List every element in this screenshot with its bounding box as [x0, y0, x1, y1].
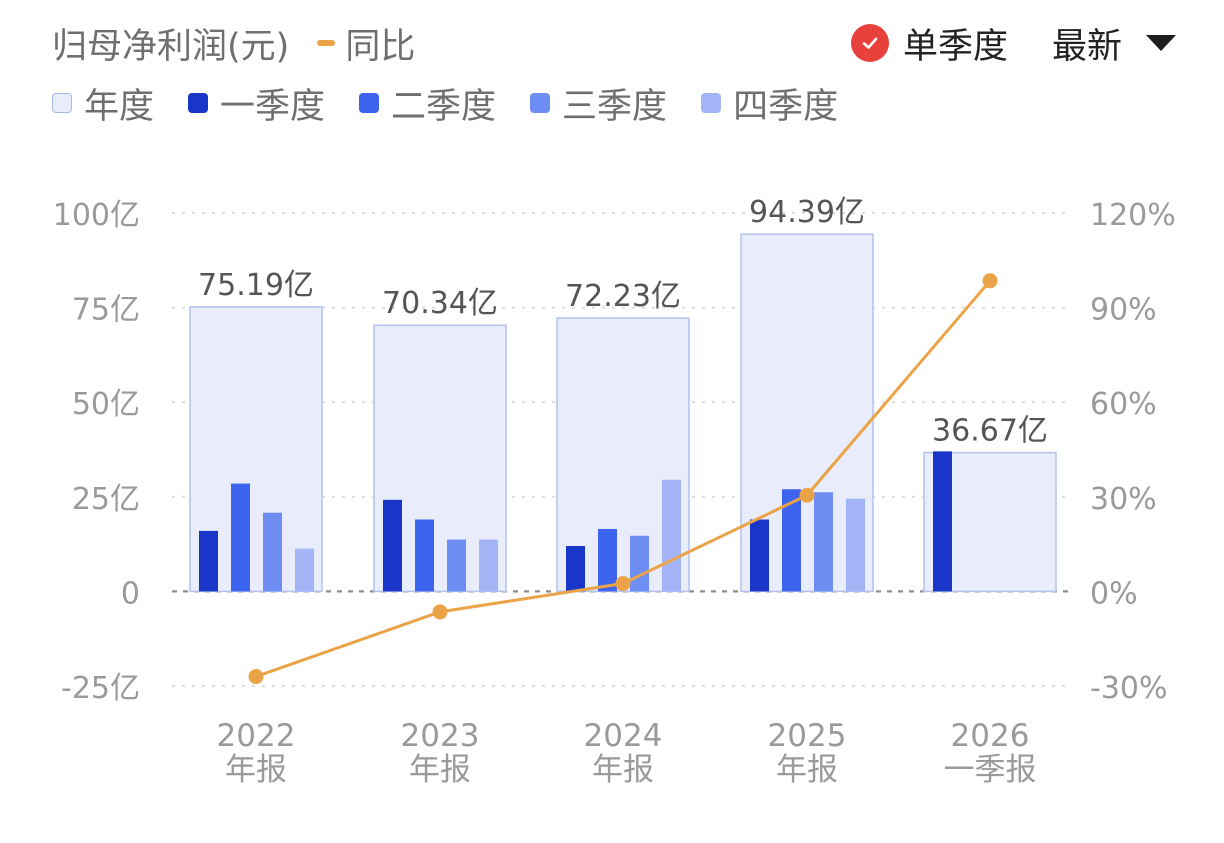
- legend-swatch-q2: [359, 93, 380, 113]
- quarter-bar-q2: [231, 483, 250, 592]
- quarter-bar-q4: [295, 548, 314, 592]
- quarter-bar-q1: [933, 451, 952, 592]
- y-left-tick-label: 75亿: [72, 293, 140, 328]
- check-circle-icon[interactable]: [850, 24, 889, 62]
- annual-value-label: 94.39亿: [749, 195, 865, 230]
- y-left-tick-label: 50亿: [72, 387, 140, 422]
- metric-title: 归母净利润(元): [52, 26, 290, 67]
- chart-controls: 单季度 最新: [850, 18, 1176, 68]
- legend-item-q4[interactable]: 四季度: [701, 78, 838, 129]
- x-tick-label: 年报: [776, 752, 838, 788]
- quarter-bar-q3: [263, 512, 282, 592]
- legend-swatch-q3: [530, 93, 551, 113]
- y-right-tick-label: 90%: [1090, 293, 1157, 328]
- x-tick-label: 一季报: [944, 752, 1037, 788]
- y-right-tick-label: 60%: [1090, 387, 1157, 422]
- legend-swatch-annual: [52, 93, 72, 113]
- annual-value-label: 36.67亿: [932, 414, 1048, 449]
- legend-item-q3[interactable]: 三季度: [530, 78, 667, 129]
- chart-title-row: 归母净利润(元) 同比: [52, 18, 415, 68]
- x-tick-label: 年报: [225, 752, 287, 788]
- legend: 年度 一季度 二季度 三季度 四季度: [52, 78, 872, 128]
- yoy-point: [982, 273, 998, 289]
- quarter-bar-q3: [630, 535, 649, 592]
- legend-label: 年度: [84, 86, 155, 127]
- x-tick-label: 2026: [951, 718, 1030, 754]
- legend-label: 三季度: [562, 86, 668, 127]
- x-tick-label: 年报: [409, 752, 471, 788]
- sort-dropdown-label[interactable]: 最新: [1051, 26, 1122, 67]
- legend-label: 一季度: [220, 86, 326, 127]
- quarter-bar-q2: [415, 519, 434, 592]
- quarter-bar-q3: [447, 539, 466, 592]
- quarter-bar-q2: [598, 528, 617, 592]
- quarter-bar-q1: [383, 499, 402, 592]
- yoy-legend-label: 同比: [345, 26, 416, 67]
- annual-value-label: 72.23亿: [565, 279, 681, 314]
- quarter-bar-q1: [199, 530, 218, 592]
- y-right-tick-label: 0%: [1090, 576, 1138, 611]
- annual-value-label: 75.19亿: [198, 268, 314, 303]
- legend-label: 四季度: [733, 86, 839, 127]
- quarter-bar-q1: [750, 519, 769, 592]
- x-tick-label: 2023: [401, 718, 480, 754]
- x-tick-label: 2025: [768, 718, 847, 754]
- x-tick-label: 2022: [217, 718, 296, 754]
- y-left-tick-label: 25亿: [72, 482, 140, 517]
- legend-item-q1[interactable]: 一季度: [188, 78, 325, 129]
- annual-value-label: 70.34亿: [382, 286, 498, 321]
- y-right-tick-label: -30%: [1090, 671, 1168, 706]
- legend-item-annual[interactable]: 年度: [52, 78, 154, 129]
- quarter-bar-q4: [846, 498, 865, 592]
- x-tick-label: 年报: [592, 752, 654, 788]
- quarter-bar-q4: [662, 479, 681, 592]
- quarter-bar-q3: [814, 492, 833, 592]
- yoy-point: [615, 576, 631, 592]
- yoy-point: [432, 604, 448, 620]
- x-tick-label: 2024: [584, 718, 663, 754]
- legend-item-q2[interactable]: 二季度: [359, 78, 496, 129]
- quarter-bar-q4: [479, 539, 498, 592]
- y-right-tick-label: 120%: [1090, 198, 1176, 233]
- y-left-tick-label: 100亿: [53, 198, 140, 233]
- y-left-tick-label: 0: [121, 576, 140, 611]
- y-right-tick-label: 30%: [1090, 482, 1157, 517]
- yoy-point: [799, 487, 815, 503]
- quarter-bar-q2: [782, 489, 801, 592]
- legend-swatch-q4: [701, 93, 722, 113]
- yoy-legend-marker: [317, 40, 336, 46]
- single-quarter-toggle[interactable]: 单季度: [902, 26, 1008, 67]
- legend-label: 二季度: [391, 86, 497, 127]
- quarter-bar-q1: [566, 545, 585, 592]
- check-mark-icon: [862, 37, 878, 49]
- legend-swatch-q1: [188, 93, 209, 113]
- y-left-tick-label: -25亿: [61, 671, 140, 706]
- caret-down-icon[interactable]: [1146, 35, 1176, 51]
- yoy-point: [248, 669, 264, 685]
